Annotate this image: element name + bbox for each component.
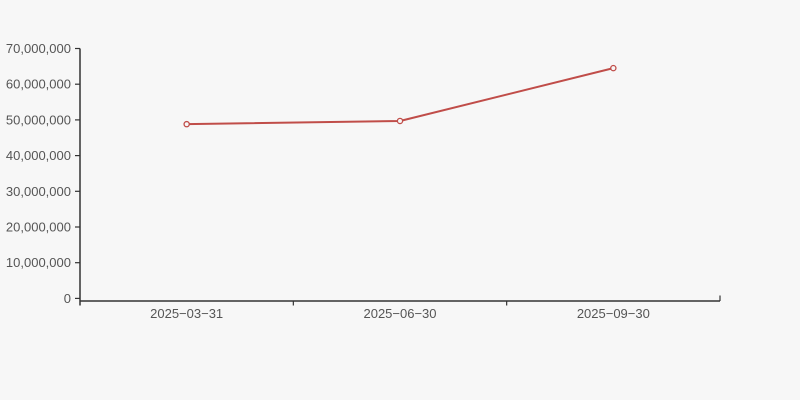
y-axis-tick-label: 10,000,000 [6, 255, 71, 270]
y-axis-tick-label: 60,000,000 [6, 77, 71, 92]
x-axis-tick-label: 2025−09−30 [577, 306, 650, 321]
y-axis-tick-label: 30,000,000 [6, 184, 71, 199]
y-axis-tick-label: 50,000,000 [6, 112, 71, 127]
data-point-marker[interactable] [396, 117, 404, 125]
x-axis-tick-label: 2025−03−31 [150, 306, 223, 321]
y-axis-tick-label: 20,000,000 [6, 220, 71, 235]
x-axis-tick-label: 2025−06−30 [363, 306, 436, 321]
y-axis-tick-label: 0 [64, 291, 71, 306]
chart-root: 0 10,000,000 20,000,000 30,000,000 40,000,00… [6, 41, 721, 321]
series-line [186, 67, 614, 126]
data-point-marker[interactable] [183, 120, 190, 128]
y-axis-tick-label: 70,000,000 [6, 41, 71, 56]
data-point-marker[interactable] [610, 64, 617, 72]
y-axis-tick-label: 40,000,000 [6, 148, 71, 163]
